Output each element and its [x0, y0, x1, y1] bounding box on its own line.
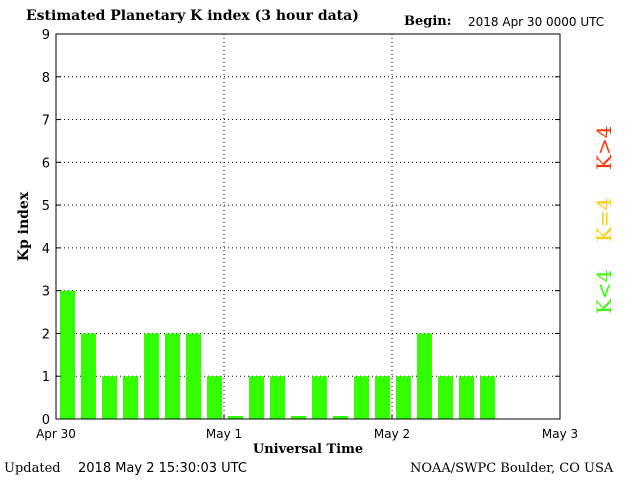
chart-title: Estimated Planetary K index (3 hour data… — [26, 8, 359, 24]
kp-bar — [375, 376, 390, 419]
y-tick-label: 2 — [42, 327, 50, 342]
kp-bar — [228, 416, 243, 419]
kp-bar — [165, 333, 180, 419]
kp-bar — [480, 376, 495, 419]
y-tick-label: 4 — [42, 242, 50, 257]
kp-bar — [354, 376, 369, 419]
y-tick-label: 3 — [42, 285, 50, 300]
y-axis-label: Kp index — [16, 191, 32, 261]
legend-k-less-4: K<4 — [592, 269, 616, 314]
kp-bar — [270, 376, 285, 419]
kp-bar — [249, 376, 264, 419]
kp-bar — [417, 333, 432, 419]
kp-bar — [123, 376, 138, 419]
kp-bar — [102, 376, 117, 419]
kp-bar — [291, 416, 306, 419]
updated-value: 2018 May 2 15:30:03 UTC — [78, 461, 247, 476]
x-tick-label: Apr 30 — [36, 427, 76, 441]
x-tick-label: May 3 — [542, 427, 578, 441]
begin-value: 2018 Apr 30 0000 UTC — [468, 15, 605, 29]
kp-bar — [312, 376, 327, 419]
kp-bar — [81, 333, 96, 419]
kp-bar — [459, 376, 474, 419]
y-tick-label: 6 — [42, 156, 50, 171]
kp-bar — [207, 376, 222, 419]
kp-bar — [144, 333, 159, 419]
kp-bar — [333, 416, 348, 419]
kp-bar — [186, 333, 201, 419]
kp-bar — [60, 290, 75, 419]
y-tick-label: 0 — [42, 413, 50, 428]
y-tick-label: 9 — [42, 28, 50, 43]
legend-k-greater-4: K>4 — [592, 125, 616, 170]
y-tick-label: 1 — [42, 370, 50, 385]
credit-text: NOAA/SWPC Boulder, CO USA — [410, 461, 614, 476]
y-tick-label: 5 — [42, 199, 50, 214]
legend-k-equal-4: K=4 — [592, 197, 616, 242]
x-axis-label: Universal Time — [253, 442, 363, 457]
x-tick-label: May 1 — [206, 427, 242, 441]
y-tick-label: 7 — [42, 114, 50, 129]
x-tick-label: May 2 — [374, 427, 410, 441]
updated-label: Updated — [4, 461, 61, 476]
begin-label: Begin: — [404, 14, 452, 29]
y-tick-label: 8 — [42, 71, 50, 86]
kp-bar — [438, 376, 453, 419]
kp-bar — [396, 376, 411, 419]
plot-frame — [55, 33, 561, 420]
